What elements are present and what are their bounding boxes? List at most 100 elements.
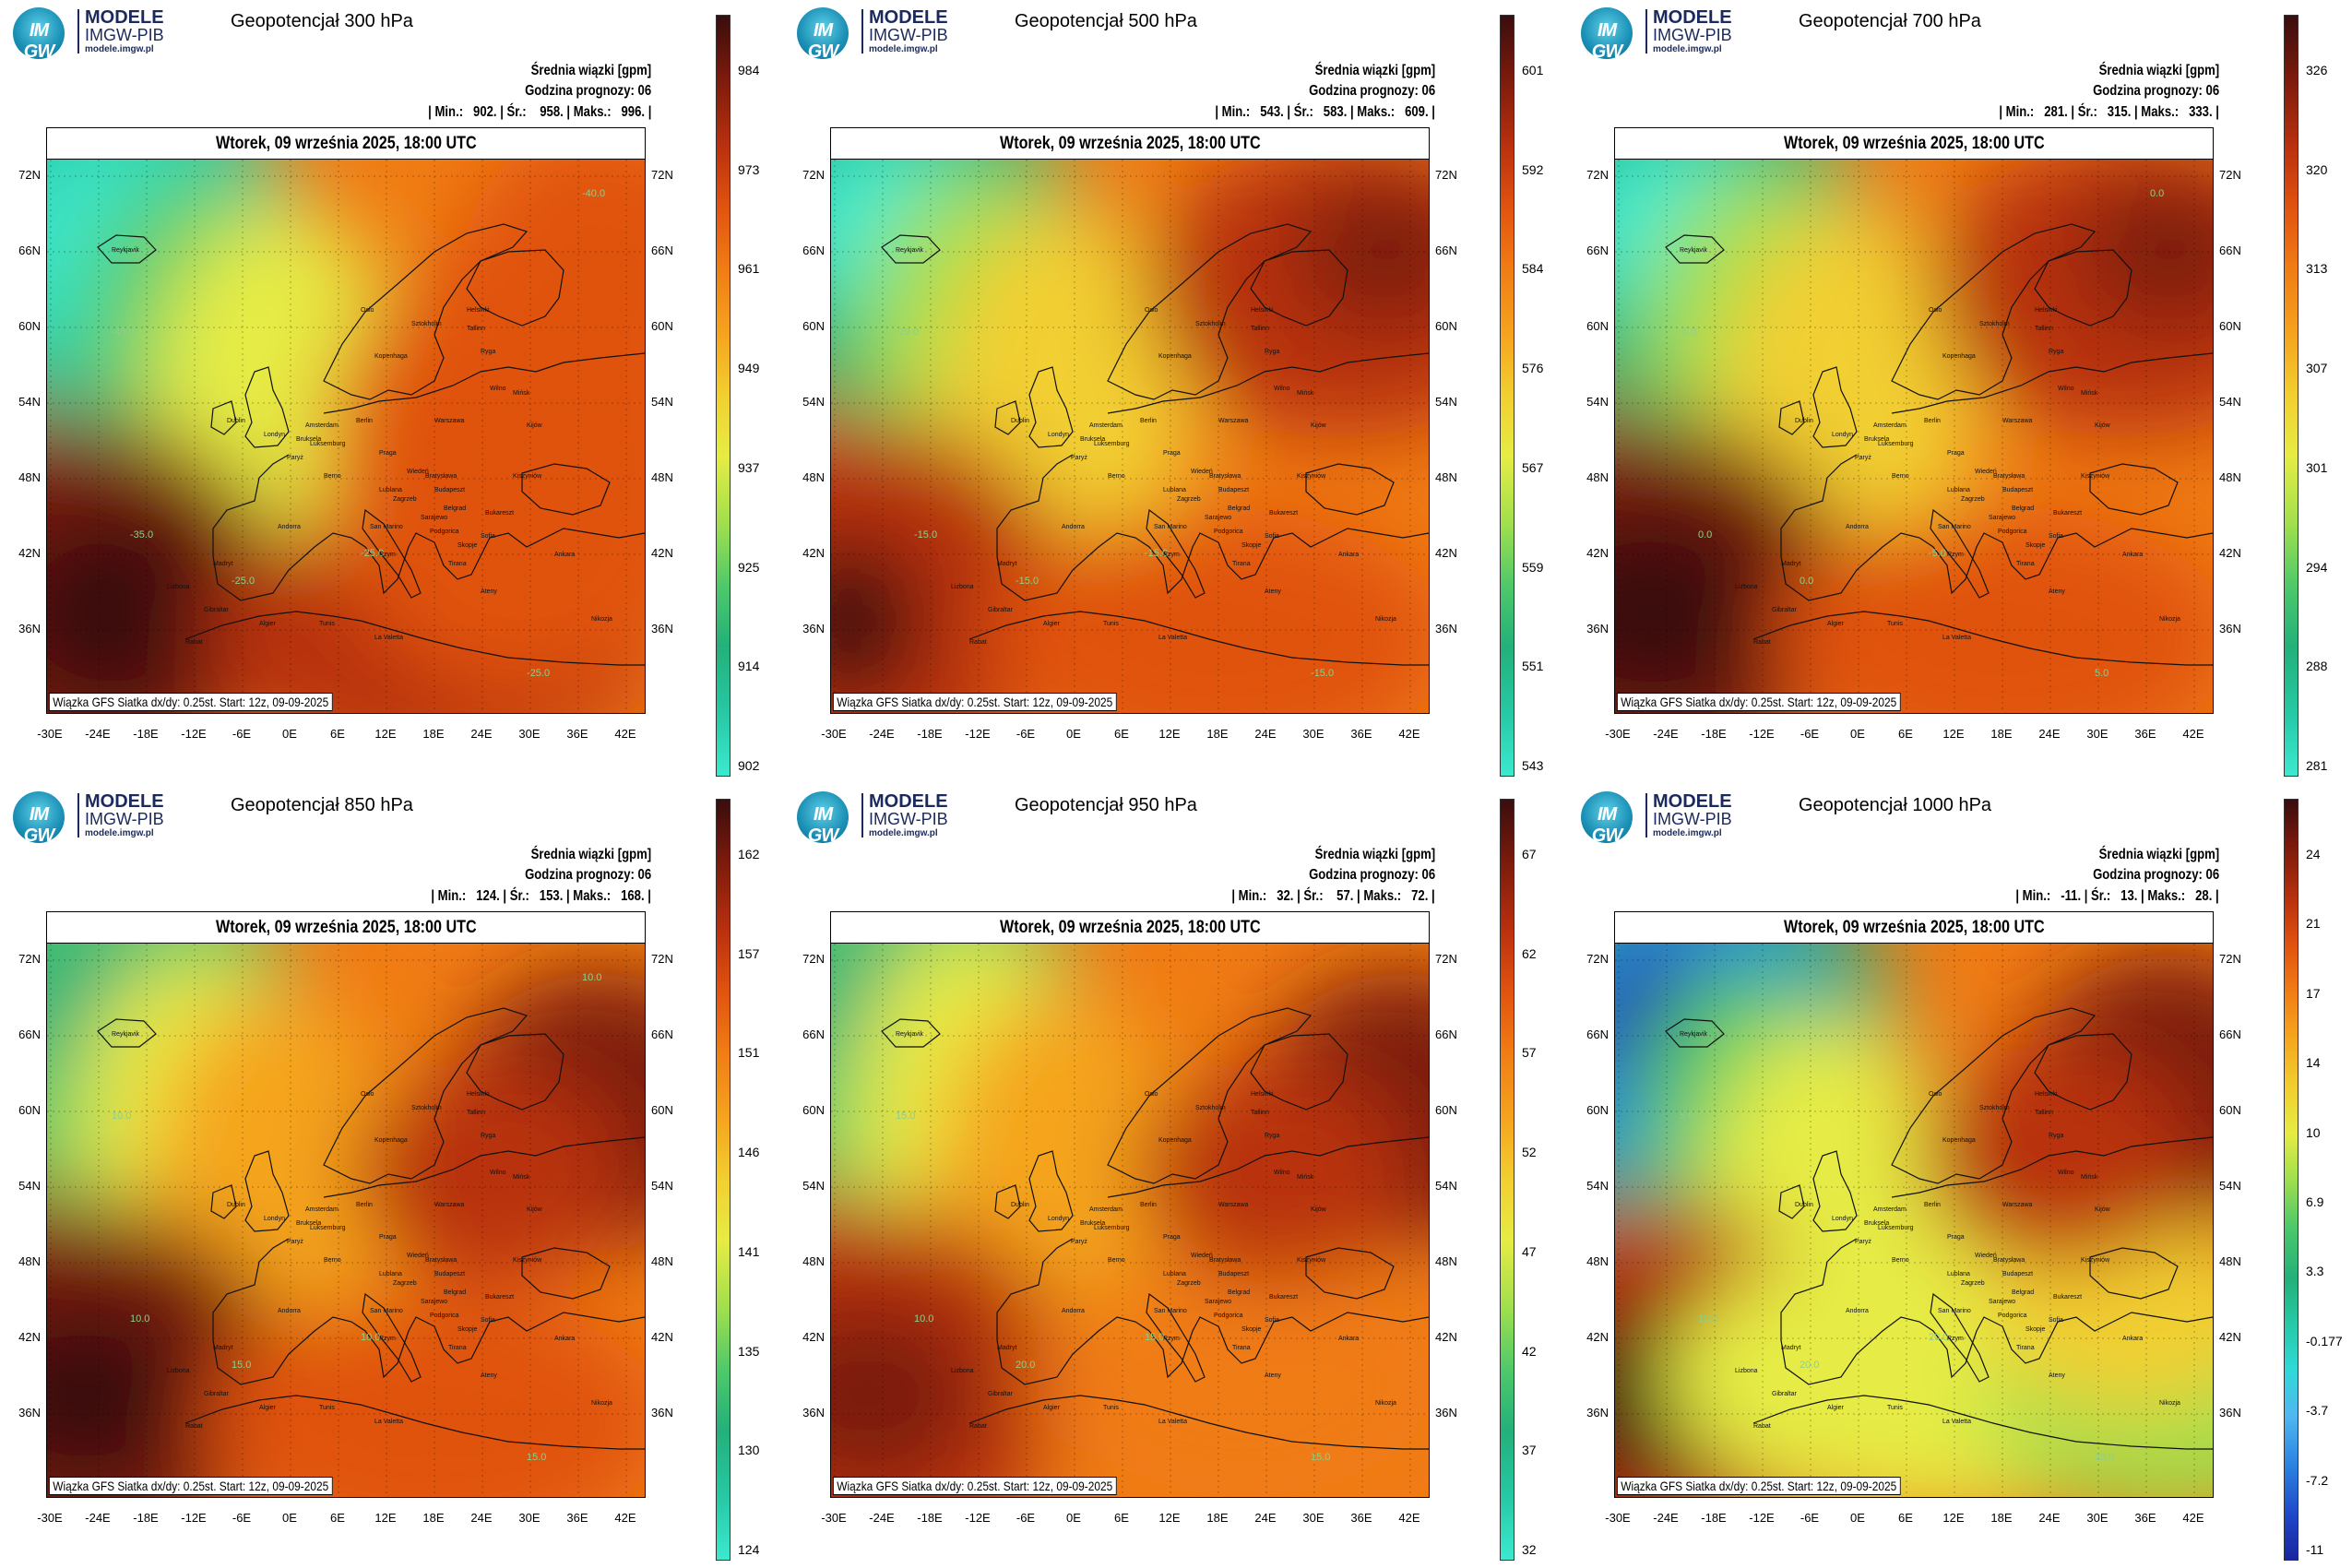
lon-label: 24E	[1254, 1511, 1277, 1525]
lat-label: 54N	[1435, 1179, 1457, 1193]
city-label: Ankara	[554, 1336, 575, 1342]
contour-label: 10.0	[130, 1313, 149, 1324]
city-label: Tirana	[2016, 1345, 2035, 1351]
field-blob	[47, 1303, 195, 1488]
city-label: Bratysława	[425, 473, 457, 480]
logo-org: IMGW-PIB	[869, 810, 948, 828]
city-label: Algier	[259, 1405, 277, 1411]
colorbar-tick-label: 37	[1522, 1443, 1537, 1458]
lat-label: 36N	[2219, 1406, 2241, 1420]
city-label: Wiedeń	[1975, 1253, 1997, 1259]
panel-title: Geopotencjał 1000 hPa	[1799, 795, 1992, 815]
city-label: Tirana	[1232, 1345, 1251, 1351]
city-label: Wilno	[2058, 386, 2074, 392]
field-blob	[1034, 1248, 1429, 1497]
legend-title: Średnia wiązki [gpm]	[2098, 63, 2219, 78]
lat-label: 66N	[651, 244, 673, 257]
city-label: Ateny	[2049, 1372, 2065, 1379]
imgw-logo-icon: IM GW	[797, 7, 849, 62]
map-area: 15.0 10.0 15.0 20.0 15.0 Reykjavik Oslo Sztokho…	[830, 943, 1430, 1498]
lat-label: 60N	[802, 319, 825, 333]
city-label: Oslo	[1145, 307, 1158, 314]
field-map: 15.0 10.0 15.0 20.0 15.0 Reykjavik Oslo Sztokho…	[831, 944, 1429, 1497]
forecast-hour: Godzina prognozy: 06	[2092, 83, 2219, 99]
logo-org: IMGW-PIB	[85, 810, 164, 828]
lon-label: -18E	[133, 727, 159, 741]
city-label: Tirana	[2016, 561, 2035, 567]
lat-label: 48N	[802, 1254, 825, 1268]
coastline	[323, 1007, 529, 1184]
city-label: Helsinki	[2035, 307, 2058, 314]
city-label: Skopje	[457, 542, 478, 549]
model-footer: Wiązka GFS Siatka dx/dy: 0.25st. Start: …	[49, 693, 333, 711]
lon-label: 12E	[1158, 1511, 1181, 1525]
city-label: Podgorica	[1998, 1313, 2027, 1319]
city-label: Helsinki	[2035, 1091, 2058, 1098]
logo-url: modele.imgw.pl	[869, 828, 938, 838]
field-blob	[462, 160, 645, 418]
imgw-logo-icon: IM GW	[1581, 7, 1633, 62]
city-label: Madryt	[213, 561, 232, 567]
lon-label: -18E	[133, 1511, 159, 1525]
contour-label: -29.0	[896, 327, 919, 338]
city-label: Ankara	[554, 552, 575, 558]
city-label: La Valetta	[1158, 1419, 1187, 1425]
lon-label: 12E	[374, 1511, 397, 1525]
city-label: Sarajewo	[1989, 1299, 2015, 1305]
lat-label: 48N	[651, 470, 673, 484]
colorbar-tick-label: 146	[738, 1145, 760, 1160]
contour-label: 0.0	[1698, 529, 1712, 540]
city-label: Skopje	[2025, 542, 2046, 549]
city-label: Algier	[259, 621, 277, 627]
lat-label: 60N	[802, 1103, 825, 1117]
colorbar-tick-label: 559	[1522, 559, 1544, 575]
city-label: Wilno	[2058, 1170, 2074, 1176]
coastline	[184, 611, 645, 666]
panel: IM GW MODELE IMGW-PIB modele.imgw.pl Geopote…	[1568, 0, 2352, 784]
coastline	[1028, 1150, 1074, 1232]
city-label: Nikozja	[1375, 1400, 1396, 1407]
valid-date-text: Wtorek, 09 września 2025, 18:00 UTC	[999, 134, 1261, 153]
lat-label: 72N	[2219, 168, 2241, 182]
city-label: Andorra	[1062, 1308, 1085, 1314]
coastline	[2034, 1033, 2132, 1111]
city-label: Ankara	[1338, 1336, 1359, 1342]
contour-label: 10.0	[1698, 1313, 1717, 1324]
city-label: Skopje	[2025, 1326, 2046, 1333]
city-label: Sztokholm	[1979, 1105, 2010, 1111]
lon-label: 0E	[1850, 727, 1865, 741]
coastline	[466, 1033, 564, 1111]
contour-label: -15.0	[1311, 668, 1334, 679]
city-label: Bukareszt	[1269, 1294, 1298, 1301]
city-label: Mińsk	[513, 390, 530, 397]
city-label: Ateny	[1265, 588, 1281, 595]
contour-label: -5.0	[1929, 548, 1946, 559]
lon-label: -24E	[1653, 1511, 1679, 1525]
colorbar-tick-label: -3.7	[2306, 1403, 2329, 1419]
lon-label: 18E	[1206, 1511, 1229, 1525]
city-label: Sztokholm	[1195, 1105, 1226, 1111]
model-footer: Wiązka GFS Siatka dx/dy: 0.25st. Start: …	[833, 1477, 1117, 1495]
coastline	[1752, 611, 2213, 666]
coastline	[1812, 366, 1858, 448]
city-label: Helsinki	[1251, 1091, 1274, 1098]
contour-label: 10.0	[112, 1111, 131, 1122]
lat-label: 48N	[1586, 1254, 1609, 1268]
logo-divider	[77, 793, 79, 837]
contour-label: 10.0	[582, 972, 601, 983]
city-label: Bukareszt	[485, 510, 514, 517]
lat-label: 42N	[651, 1330, 673, 1344]
lat-label: 54N	[2219, 395, 2241, 409]
city-label: Praga	[1947, 450, 1965, 457]
panel: IM GW MODELE IMGW-PIB modele.imgw.pl Geopote…	[0, 784, 784, 1568]
city-label: Oslo	[361, 1091, 374, 1098]
city-label: Podgorica	[1214, 529, 1243, 535]
city-label: Reykjavik	[896, 247, 923, 254]
city-label: La Valetta	[1942, 1419, 1971, 1425]
colorbar-tick-label: 62	[1522, 945, 1537, 961]
city-label: San Marino	[1154, 524, 1187, 530]
lat-label: 42N	[1435, 1330, 1457, 1344]
lon-label: -18E	[917, 1511, 943, 1525]
city-label: Andorra	[1062, 524, 1085, 530]
coastline	[1305, 1247, 1395, 1300]
